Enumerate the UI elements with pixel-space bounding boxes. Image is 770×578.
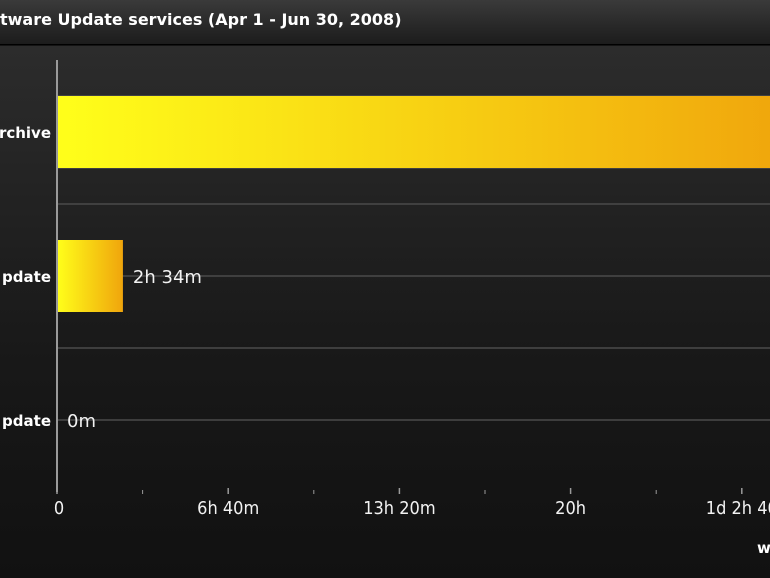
data-label: 0m (67, 411, 96, 432)
x-tick-label: 1d 2h 40 (706, 498, 770, 519)
category-label: pdate (2, 268, 51, 286)
bar (57, 96, 770, 168)
title-bar: tware Update services (Apr 1 - Jun 30, 2… (0, 0, 770, 45)
x-tick-label: 6h 40m (197, 498, 259, 519)
data-label: 2h 34m (133, 267, 202, 288)
x-tick-label: 20h (555, 498, 586, 519)
category-label: rchive (0, 124, 51, 142)
category-label: pdate (2, 412, 51, 430)
x-tick-label: 0 (54, 498, 64, 519)
chart-title: tware Update services (Apr 1 - Jun 30, 2… (0, 10, 402, 29)
bar (57, 240, 123, 312)
footer-text: w (757, 539, 770, 557)
x-tick-label: 13h 20m (363, 498, 435, 519)
